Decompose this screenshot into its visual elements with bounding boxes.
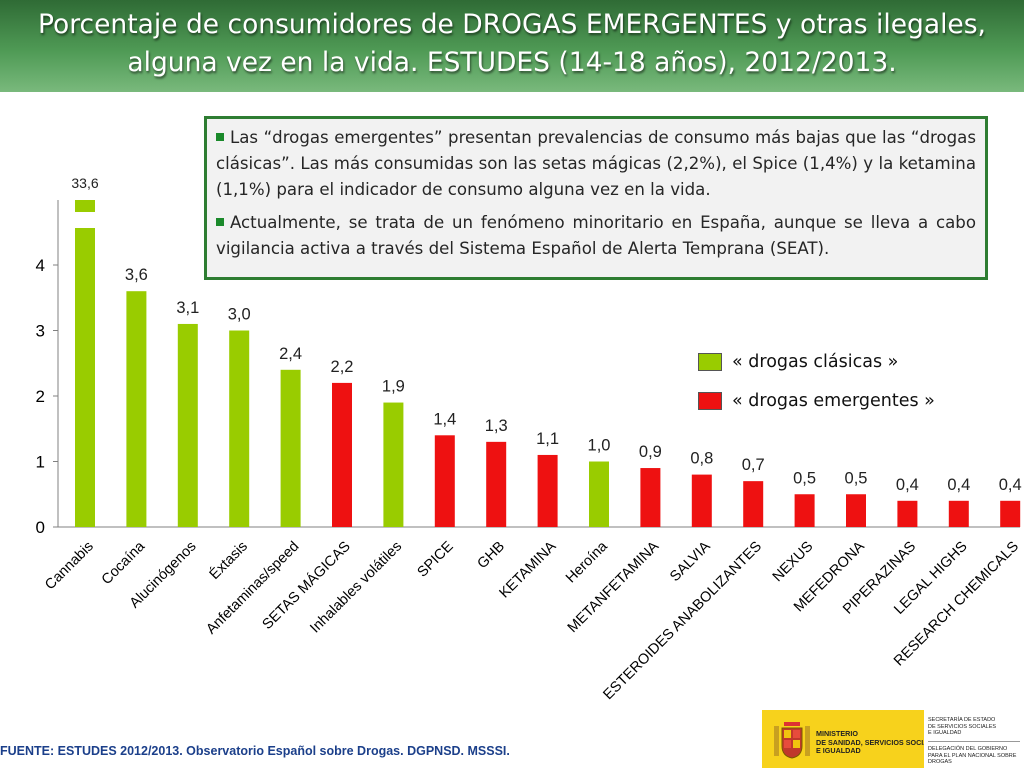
square-bullet-icon: [216, 133, 224, 141]
bar-12: [640, 468, 661, 527]
logo-divider: [928, 741, 1020, 742]
y-tick-label: 1: [36, 453, 45, 472]
logo-delegacion-text: DELEGACIÓN DEL GOBIERNO PARA EL PLAN NAC…: [928, 746, 1017, 766]
legend-item-emerging: « drogas emergentes »: [698, 391, 935, 411]
y-tick-label: 3: [36, 322, 45, 341]
bar-4: [229, 330, 250, 527]
value-label: 1,3: [485, 417, 508, 435]
x-category-label: SPICE: [415, 538, 457, 580]
legend-label-classic: « drogas clásicas »: [732, 352, 899, 372]
slide-header: Porcentaje de consumidores de DROGAS EME…: [0, 0, 1024, 92]
axis-break-mark: [72, 212, 98, 228]
bar-10: [537, 454, 558, 527]
value-label: 2,2: [331, 358, 354, 376]
x-category-label: METANFETAMINA: [565, 538, 663, 636]
value-label: 2,4: [279, 345, 302, 363]
value-label: 0,4: [896, 476, 919, 494]
bar-14: [743, 481, 764, 527]
bars-group: [72, 200, 1021, 527]
x-category-label: GHB: [474, 539, 508, 573]
bar-7: [383, 402, 404, 527]
note-bullet-1: Las “drogas emergentes” presentan preval…: [216, 125, 976, 203]
value-labels-group: 33,6 3,6 3,1 3,0 2,4 2,2 1,9 1,4 1,3 1,1 1,0 0,9 0,8…: [71, 175, 1021, 494]
square-bullet-icon: [216, 218, 224, 226]
y-tick-label: 2: [36, 387, 45, 406]
value-label: 0,7: [742, 456, 765, 474]
bar-18: [948, 500, 969, 527]
note-box: Las “drogas emergentes” presentan preval…: [204, 116, 988, 280]
bar-15: [794, 494, 815, 527]
x-category-label: Anfetaminas/speed: [203, 539, 302, 638]
legend-label-emerging: « drogas emergentes »: [732, 391, 935, 411]
note-bullet-2-text: Actualmente, se trata de un fenómeno min…: [216, 213, 976, 258]
bar-5: [280, 369, 301, 527]
value-label: 0,4: [947, 476, 970, 494]
ministry-logo: MINISTERIO DE SANIDAD, SERVICIOS SOCIALE…: [762, 710, 1024, 768]
value-label: 0,8: [690, 450, 713, 468]
x-category-label: SALVIA: [667, 538, 714, 585]
bar-16: [846, 494, 866, 527]
coat-of-arms-icon: [774, 722, 810, 759]
x-category-label: SETAS MÁGICAS: [259, 538, 354, 633]
logo-right-panel: [924, 710, 1024, 768]
bar-6: [332, 382, 352, 527]
y-tick-label: 4: [36, 256, 45, 275]
logo-secretaria-text: SECRETARÍA DE ESTADO DE SERVICIOS SOCIAL…: [928, 717, 997, 737]
value-label: 1,1: [536, 430, 559, 448]
x-category-label: Cocaína: [99, 538, 149, 588]
x-category-label: Inhalables volátiles: [307, 539, 405, 637]
value-label: 0,5: [793, 469, 816, 487]
bar-8: [434, 435, 455, 527]
slide-title-line1: Porcentaje de consumidores de DROGAS EME…: [38, 9, 986, 40]
bar-11: [589, 461, 609, 527]
value-label: 0,5: [845, 469, 868, 487]
value-label: 1,9: [382, 378, 405, 396]
x-category-label: Heroína: [563, 538, 611, 586]
source-footnote: FUENTE: ESTUDES 2012/2013. Observatorio …: [0, 744, 510, 758]
note-bullet-2: Actualmente, se trata de un fenómeno min…: [216, 210, 976, 262]
bar-2: [126, 291, 147, 527]
bar-9: [486, 441, 507, 527]
x-category-label: Cannabis: [42, 539, 97, 594]
value-label: 1,4: [433, 410, 456, 428]
value-label: 1,0: [588, 437, 611, 455]
value-label: 0,4: [999, 476, 1022, 494]
value-label: 3,6: [125, 266, 148, 284]
note-bullet-1-text: Las “drogas emergentes” presentan preval…: [216, 128, 976, 199]
value-label: 3,1: [176, 299, 199, 317]
bar-17: [897, 500, 918, 527]
bar-1: [75, 200, 95, 527]
x-category-label: NEXUS: [770, 539, 817, 586]
y-tick-label: 0: [36, 518, 45, 537]
value-label: 3,0: [228, 306, 251, 324]
x-category-label: Éxtasis: [206, 538, 251, 583]
slide-title-line2: alguna vez en la vida. ESTUDES (14-18 añ…: [127, 47, 897, 78]
legend-item-classic: « drogas clásicas »: [698, 352, 898, 372]
legend-swatch-classic: [698, 353, 722, 371]
value-label: 0,9: [639, 443, 662, 461]
legend-swatch-emerging: [698, 392, 722, 410]
bar-3: [177, 323, 198, 527]
bar-19: [1000, 500, 1021, 527]
value-label: 33,6: [71, 175, 98, 191]
bar-13: [691, 474, 712, 527]
